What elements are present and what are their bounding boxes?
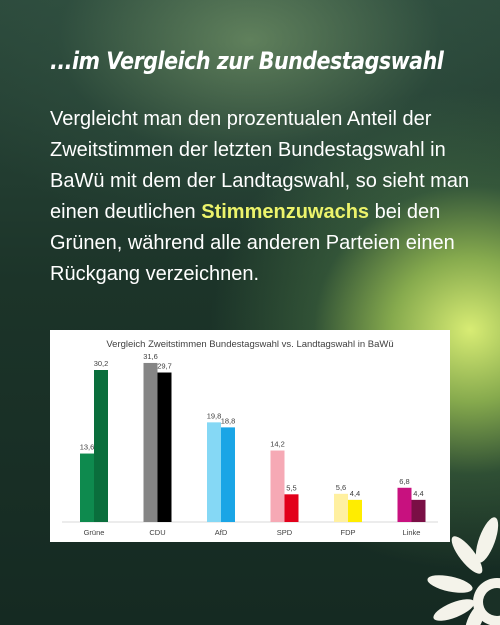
body-text-part2: bei den Grünen, während alle anderen Par… xyxy=(50,201,455,285)
data-label-linke-series2: 4,4 xyxy=(413,489,423,498)
x-tick-label-grüne: Grüne xyxy=(84,528,105,537)
x-tick-label-fdp: FDP xyxy=(341,528,356,537)
data-label-spd-series1: 14,2 xyxy=(270,440,285,449)
bar-fdp-series1 xyxy=(334,493,348,522)
x-tick-label-afd: AfD xyxy=(215,528,228,537)
data-label-cdu-series2: 29,7 xyxy=(157,362,172,371)
bar-fdp-series2 xyxy=(348,499,362,522)
data-label-afd-series1: 19,8 xyxy=(207,411,222,420)
body-highlight: Stimmenzuwachs xyxy=(201,201,370,223)
chart-title: Vergleich Zweitstimmen Bundestagswahl vs… xyxy=(106,339,393,350)
data-label-fdp-series1: 5,6 xyxy=(336,483,346,492)
bar-afd-series2 xyxy=(221,427,235,522)
bar-linke-series2 xyxy=(411,499,426,522)
data-label-linke-series1: 6,8 xyxy=(399,477,409,486)
bar-afd-series1 xyxy=(207,422,221,522)
bar-grüne-series1 xyxy=(80,453,94,522)
data-label-grüne-series2: 30,2 xyxy=(94,359,109,368)
x-tick-label-cdu: CDU xyxy=(149,528,165,537)
body-paragraph: Vergleicht man den prozentualen Anteil d… xyxy=(50,104,470,290)
bar-linke-series1 xyxy=(397,487,412,522)
bar-spd-series2 xyxy=(284,494,299,522)
data-label-spd-series2: 5,5 xyxy=(286,483,296,492)
sunflower-logo xyxy=(405,510,500,625)
sunflower-icon xyxy=(427,517,500,625)
x-tick-label-spd: SPD xyxy=(277,528,293,537)
chart-card: Vergleich Zweitstimmen Bundestagswahl vs… xyxy=(50,330,450,542)
bar-spd-series1 xyxy=(270,450,285,522)
data-label-fdp-series2: 4,4 xyxy=(350,489,360,498)
bar-grüne-series2 xyxy=(94,370,108,522)
bar-chart: Vergleich Zweitstimmen Bundestagswahl vs… xyxy=(62,339,438,537)
page-heading: ...im Vergleich zur Bundestagswahl xyxy=(50,47,444,75)
bar-cdu-series1 xyxy=(143,362,158,522)
data-label-grüne-series1: 13,6 xyxy=(80,443,95,452)
body-text-part1: Vergleicht man den prozentualen Anteil d… xyxy=(50,108,470,223)
data-label-afd-series2: 18,8 xyxy=(221,416,236,425)
bar-cdu-series2 xyxy=(157,372,172,522)
x-tick-label-linke: Linke xyxy=(403,528,421,537)
data-label-cdu-series1: 31,6 xyxy=(143,352,158,361)
